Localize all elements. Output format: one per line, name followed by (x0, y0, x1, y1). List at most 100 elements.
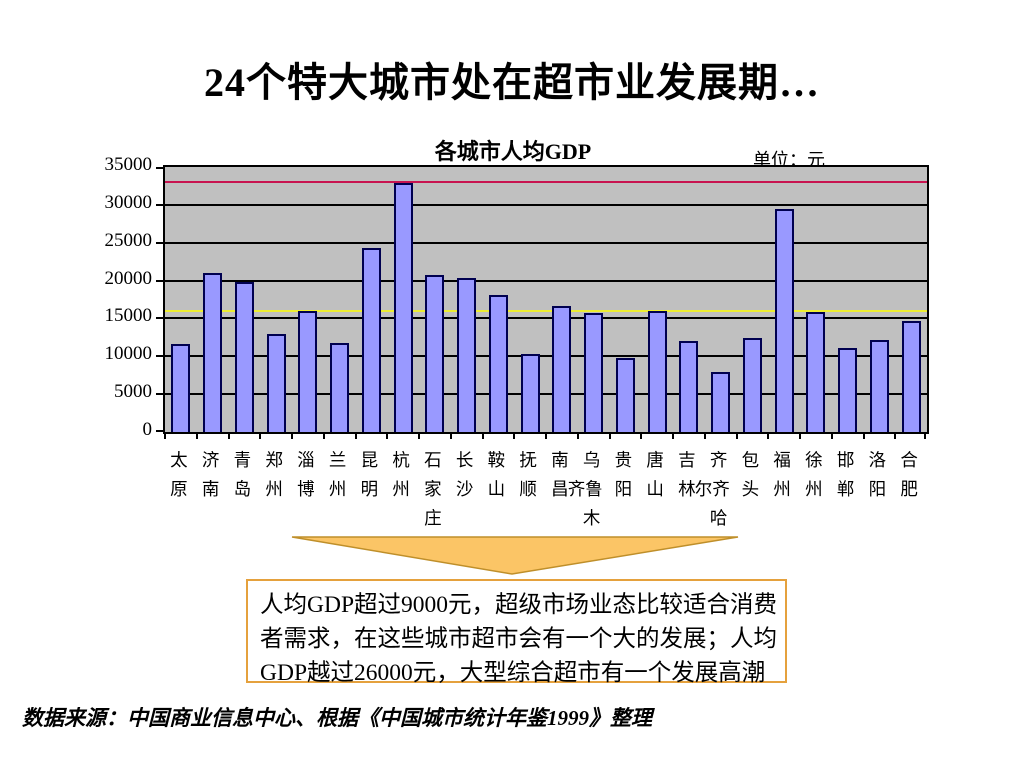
x-axis-tick (576, 434, 579, 439)
x-axis-label-row: 福 (773, 450, 791, 470)
x-axis-label-row: 郑 (265, 450, 283, 470)
y-axis-tick (156, 279, 163, 282)
y-axis-tick-label: 35000 (104, 154, 153, 175)
x-axis-label-row: 头 (741, 479, 760, 499)
x-axis-label-row: 庄 (424, 508, 442, 528)
x-axis-label-row: 哈 (709, 508, 728, 528)
x-axis-label-row: 鞍 (487, 450, 506, 470)
gdp-bar (266, 333, 286, 432)
gdp-bar (711, 372, 731, 432)
x-axis-label-row: 杭 (392, 450, 410, 470)
gridline (165, 317, 927, 320)
x-axis-tick (481, 434, 484, 439)
y-axis-tick (156, 430, 163, 432)
gdp-bar (361, 248, 381, 432)
x-axis-label-row: 山 (646, 479, 664, 499)
gdp-bar (298, 310, 318, 432)
x-axis-label-row: 济 (201, 450, 220, 470)
gdp-bar (901, 320, 921, 432)
x-axis-tick (735, 434, 738, 439)
x-axis-tick (767, 434, 770, 439)
gdp-bar (615, 357, 635, 432)
gdp-bar (838, 347, 858, 432)
gdp-bar (203, 273, 223, 432)
x-axis-label: 长沙 (449, 446, 481, 504)
x-axis-tick (449, 434, 452, 439)
x-axis-label-row: 原 (170, 479, 188, 499)
y-axis-tick-label: 15000 (104, 305, 153, 327)
y-axis-tick (156, 355, 163, 358)
x-axis-label: 包头 (735, 446, 767, 504)
annotation-line: GDP越过26000元，大型综合超市有一个发展高潮 (260, 660, 766, 686)
x-axis-label-row: 阳 (868, 479, 887, 499)
yellow-threshold-line (165, 309, 927, 312)
y-axis-tick-label: 30000 (104, 191, 153, 213)
y-axis-tick (156, 203, 163, 206)
annotation-line: 者需求，在这些城市超市会有一个大的发展；人均 (260, 626, 777, 652)
x-axis-label-row: 齐鲁 (567, 479, 603, 499)
x-axis-label: 吉林 (671, 446, 703, 504)
x-axis-label: 洛阳 (862, 446, 894, 504)
gdp-bar (488, 294, 508, 432)
x-axis-label-row: 阳 (614, 479, 633, 499)
y-axis-tick (156, 241, 163, 244)
x-axis-tick (894, 434, 897, 439)
x-axis-label: 郑州 (258, 446, 290, 504)
x-axis-tick (799, 434, 801, 439)
gdp-bar (774, 209, 794, 432)
x-axis-label: 邯郸 (830, 446, 862, 504)
x-axis-label-row: 林 (678, 479, 696, 499)
y-axis-tick-label: 5000 (114, 381, 152, 403)
gridline (165, 279, 927, 282)
y-axis: 35000 30000 25000 20000 15000 10000 5000 0 (48, 154, 153, 440)
x-axis-label: 唐山 (639, 446, 671, 504)
x-axis-label: 乌齐鲁木 (568, 446, 608, 533)
gdp-bar (425, 275, 445, 432)
x-axis-label-row: 抚 (519, 450, 537, 470)
x-axis-label-row: 明 (360, 479, 379, 499)
x-axis-tick (386, 434, 389, 439)
x-axis-tick (164, 434, 166, 439)
x-axis-label-row: 南 (201, 479, 220, 499)
x-axis-tick (195, 434, 198, 439)
x-axis-label: 兰州 (322, 446, 354, 504)
x-axis-label-row: 尔齐 (694, 479, 730, 499)
x-axis-labels: 太原济南青岛郑州淄博兰州昆明杭州石家庄长沙鞍山抚顺南昌乌齐鲁木贵阳唐山吉林齐尔齐… (163, 446, 925, 538)
x-axis-label-row: 青 (233, 450, 252, 470)
gdp-bar (552, 305, 572, 432)
x-axis-label-row: 州 (805, 479, 823, 499)
x-axis-label-row: 郸 (836, 479, 855, 499)
x-axis-label: 杭州 (385, 446, 417, 504)
y-axis-tick (156, 393, 163, 396)
x-axis-label-row: 岛 (233, 479, 252, 499)
x-axis-label-row: 家 (424, 479, 442, 499)
x-axis-label-row: 徐 (805, 450, 823, 470)
x-axis-label-row: 吉 (678, 450, 696, 470)
x-axis-label-row: 州 (328, 479, 347, 499)
gdp-bar (647, 310, 667, 432)
x-axis-label-row: 兰 (328, 450, 347, 470)
x-axis-label-row: 州 (392, 479, 410, 499)
x-axis-tick (830, 434, 833, 439)
x-axis-label: 济南 (195, 446, 227, 504)
x-axis-label: 鞍山 (481, 446, 513, 504)
x-axis-label-row: 乌 (582, 450, 601, 470)
x-axis-label: 合肥 (893, 446, 925, 504)
y-axis-tick-label: 10000 (104, 343, 153, 365)
red-threshold-line (165, 181, 927, 184)
x-axis-label-row: 沙 (455, 479, 474, 499)
x-axis-tick (862, 434, 865, 439)
gdp-bar (171, 344, 191, 432)
gridline (165, 241, 927, 244)
x-axis-label-row: 洛 (868, 450, 887, 470)
x-axis-label: 石家庄 (417, 446, 449, 533)
x-axis-label: 齐尔齐哈 (695, 446, 735, 533)
x-axis-label-row: 肥 (900, 479, 918, 499)
gdp-bar (679, 341, 699, 432)
x-axis-label-row: 顺 (519, 479, 537, 499)
x-axis-label-row: 合 (900, 450, 918, 470)
x-axis-label: 徐州 (798, 446, 830, 504)
annotation-line: 人均GDP超过9000元，超级市场业态比较适合消费 (260, 592, 778, 618)
gdp-bar (234, 282, 254, 432)
